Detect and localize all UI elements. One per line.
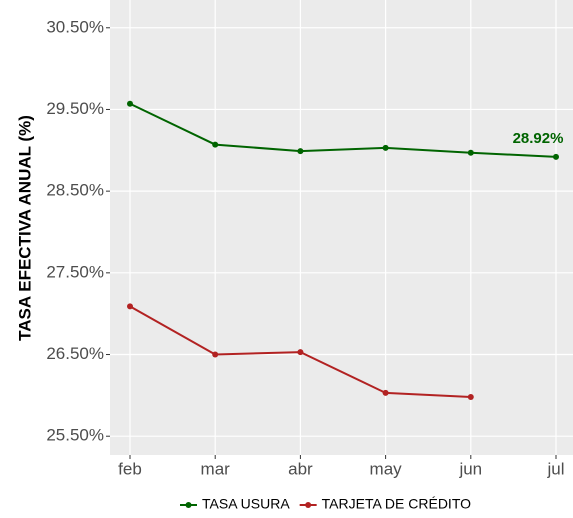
point — [467, 394, 474, 401]
x-tick-label: mar — [201, 459, 231, 478]
point — [297, 148, 304, 155]
value-label: 28.92% — [513, 130, 564, 147]
point — [212, 141, 219, 148]
x-tick-label: jul — [546, 459, 564, 478]
x-tick-label: abr — [288, 459, 313, 478]
legend-key-point — [305, 502, 312, 508]
y-tick-label: 28.50% — [46, 181, 104, 200]
y-tick-label: 29.50% — [46, 99, 104, 118]
series-line — [129, 102, 557, 158]
point — [382, 389, 389, 396]
y-tick-label: 27.50% — [46, 262, 104, 281]
panel — [110, 0, 573, 455]
legend-key-point — [185, 502, 192, 508]
point — [553, 153, 559, 160]
y-tick-label: 30.50% — [46, 17, 104, 36]
point — [127, 100, 133, 107]
point — [212, 351, 219, 358]
x-tick-label: jun — [458, 459, 482, 478]
legend-label: TASA USURA — [202, 496, 290, 512]
y-axis-label: TASA EFECTIVA ANUAL (%) — [15, 115, 34, 341]
x-tick-label: may — [370, 459, 403, 478]
point — [127, 303, 133, 310]
y-tick-label: 26.50% — [46, 344, 104, 363]
legend-label: TARJETA DE CRÉDITO — [322, 496, 471, 512]
x-tick-label: feb — [118, 459, 142, 478]
point — [297, 349, 304, 356]
y-tick-label: 25.50% — [46, 426, 104, 445]
point — [382, 144, 389, 151]
point — [467, 149, 474, 156]
